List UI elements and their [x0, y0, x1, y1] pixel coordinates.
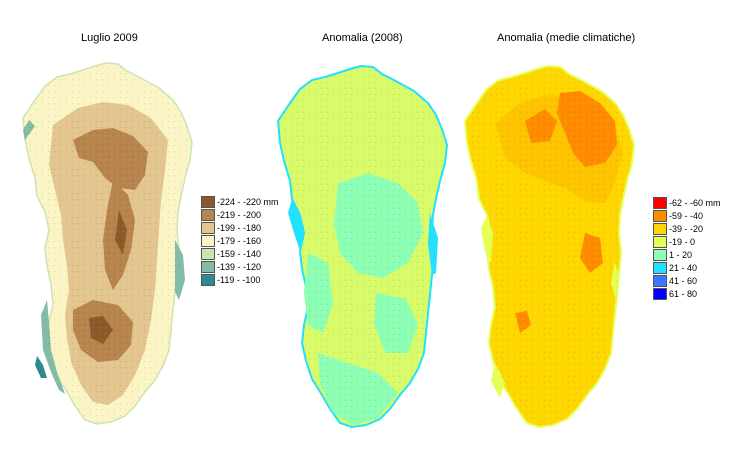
legend-label: -159 - -140	[217, 248, 262, 259]
legend-item: 41 - 60	[653, 274, 721, 287]
legend-label: -179 - -160	[217, 235, 262, 246]
legend-label: -19 - 0	[669, 236, 696, 247]
legend-swatch	[201, 260, 215, 273]
map-title-july-2009: Luglio 2009	[81, 32, 138, 44]
legend-swatch	[201, 221, 215, 234]
legend-swatch	[201, 247, 215, 260]
legend-swatch	[653, 235, 667, 248]
map-title-anomaly-2008: Anomalia (2008)	[322, 32, 403, 44]
legend-item: 61 - 80	[653, 287, 721, 300]
legend-swatch	[653, 261, 667, 274]
legend-item: -139 - -120	[201, 260, 279, 273]
legend-label: 61 - 80	[669, 288, 698, 299]
legend-label: -139 - -120	[217, 261, 262, 272]
map-anomalia-medie-climatiche	[464, 65, 635, 428]
legend-label: -224 - -220 mm	[217, 196, 279, 207]
legend-label: -59 - -40	[669, 210, 704, 221]
map-anomalia-2008	[277, 65, 448, 428]
legend-item: 1 - 20	[653, 248, 721, 261]
legend-item: -179 - -160	[201, 234, 279, 247]
legend-anomalia: -62 - -60 mm -59 - -40 -39 - -20 -19 - 0…	[653, 196, 721, 300]
legend-swatch	[653, 209, 667, 222]
legend-swatch	[201, 195, 215, 208]
legend-swatch	[653, 222, 667, 235]
legend-label: -199 - -180	[217, 222, 262, 233]
legend-label: 41 - 60	[669, 275, 698, 286]
legend-swatch	[653, 274, 667, 287]
legend-swatch	[201, 234, 215, 247]
legend-swatch	[653, 287, 667, 300]
legend-label: -39 - -20	[669, 223, 704, 234]
legend-item: -159 - -140	[201, 247, 279, 260]
legend-luglio-2009: -224 - -220 mm -219 - -200 -199 - -180 -…	[201, 195, 279, 286]
legend-swatch	[201, 273, 215, 286]
legend-item: -199 - -180	[201, 221, 279, 234]
legend-item: -219 - -200	[201, 208, 279, 221]
legend-label: -119 - -100	[217, 274, 261, 285]
legend-label: 1 - 20	[669, 249, 693, 260]
legend-label: 21 - 40	[669, 262, 698, 273]
legend-swatch	[201, 208, 215, 221]
legend-item: -119 - -100	[201, 273, 279, 286]
legend-item: -224 - -220 mm	[201, 195, 279, 208]
legend-label: -62 - -60 mm	[669, 197, 721, 208]
map-luglio-2009	[22, 62, 193, 425]
legend-swatch	[653, 196, 667, 209]
legend-item: -59 - -40	[653, 209, 721, 222]
legend-item: -39 - -20	[653, 222, 721, 235]
legend-item: -62 - -60 mm	[653, 196, 721, 209]
legend-item: 21 - 40	[653, 261, 721, 274]
legend-swatch	[653, 248, 667, 261]
legend-label: -219 - -200	[217, 209, 262, 220]
map-title-anomaly-climate: Anomalia (medie climatiche)	[497, 32, 636, 44]
legend-item: -19 - 0	[653, 235, 721, 248]
